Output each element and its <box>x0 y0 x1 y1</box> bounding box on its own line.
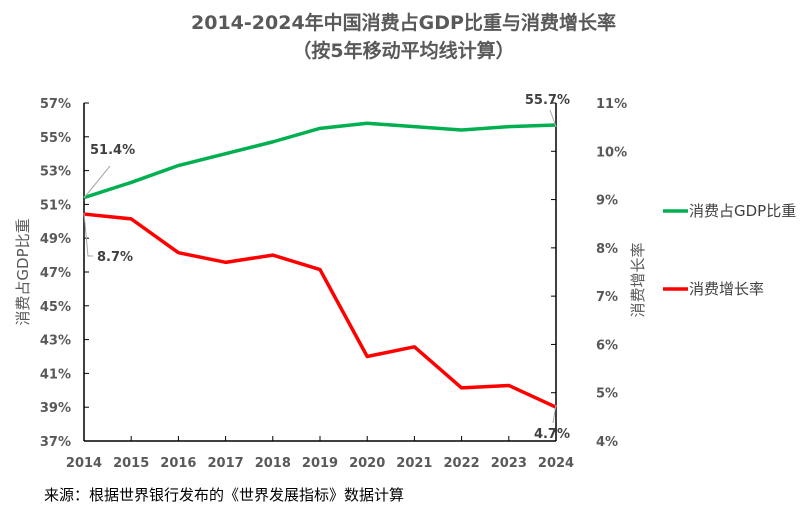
right-axis-title: 消费增长率 <box>629 242 647 317</box>
left-axis-tick-label: 37% <box>40 435 71 450</box>
series-line-1 <box>83 212 557 409</box>
right-axis-tick-label: 10% <box>596 145 627 160</box>
series-line-0 <box>83 121 557 200</box>
data-label-leader <box>83 212 93 257</box>
left-axis-title: 消费占GDP比重 <box>14 218 32 325</box>
source-note: 来源：根据世界银行发布的《世界发展指标》数据计算 <box>44 486 405 504</box>
legend-label-1: 消费增长率 <box>689 280 764 298</box>
right-axis-tick-label: 9% <box>596 194 618 209</box>
left-axis-tick-label: 55% <box>40 131 71 146</box>
x-axis-tick-label: 2023 <box>491 456 527 471</box>
data-label-leader <box>83 165 111 199</box>
x-axis-tick-label: 2019 <box>302 456 338 471</box>
data-label: 51.4% <box>90 143 135 158</box>
x-axis-tick-label: 2017 <box>208 456 244 471</box>
left-axis-tick-label: 43% <box>40 334 71 349</box>
x-axis-tick-label: 2014 <box>66 456 102 471</box>
x-axis-tick-label: 2021 <box>396 456 432 471</box>
right-axis-tick-label: 8% <box>596 242 618 257</box>
x-axis-tick-label: 2024 <box>538 456 574 471</box>
data-label: 8.7% <box>97 250 133 265</box>
right-axis-tick-label: 6% <box>596 338 618 353</box>
x-axis-tick-label: 2020 <box>349 456 385 471</box>
data-label-leader <box>552 404 557 424</box>
chart-title: 2014-2024年中国消费占GDP比重与消费增长率 <box>191 12 616 34</box>
data-label: 4.7% <box>534 427 570 442</box>
legend-label-0: 消费占GDP比重 <box>689 202 796 220</box>
left-axis-tick-label: 39% <box>40 401 71 416</box>
data-label: 55.7% <box>525 93 570 108</box>
left-axis-tick-label: 47% <box>40 266 71 281</box>
left-axis-tick-label: 51% <box>40 198 71 213</box>
right-axis-tick-label: 11% <box>596 97 627 112</box>
right-axis-tick-label: 7% <box>596 290 618 305</box>
right-axis-tick-label: 4% <box>596 435 618 450</box>
left-axis-tick-label: 49% <box>40 232 71 247</box>
data-label-leader <box>549 109 557 128</box>
chart-subtitle: （按5年移动平均线计算） <box>292 40 515 62</box>
x-axis-tick-label: 2015 <box>113 456 149 471</box>
left-axis-tick-label: 53% <box>40 165 71 180</box>
right-axis-tick-label: 5% <box>596 387 618 402</box>
x-axis-tick-label: 2022 <box>444 456 480 471</box>
x-axis-tick-label: 2016 <box>160 456 196 471</box>
left-axis-tick-label: 45% <box>40 300 71 315</box>
left-axis-tick-label: 41% <box>40 367 71 382</box>
left-axis-tick-label: 57% <box>40 97 71 112</box>
x-axis-tick-label: 2018 <box>255 456 291 471</box>
